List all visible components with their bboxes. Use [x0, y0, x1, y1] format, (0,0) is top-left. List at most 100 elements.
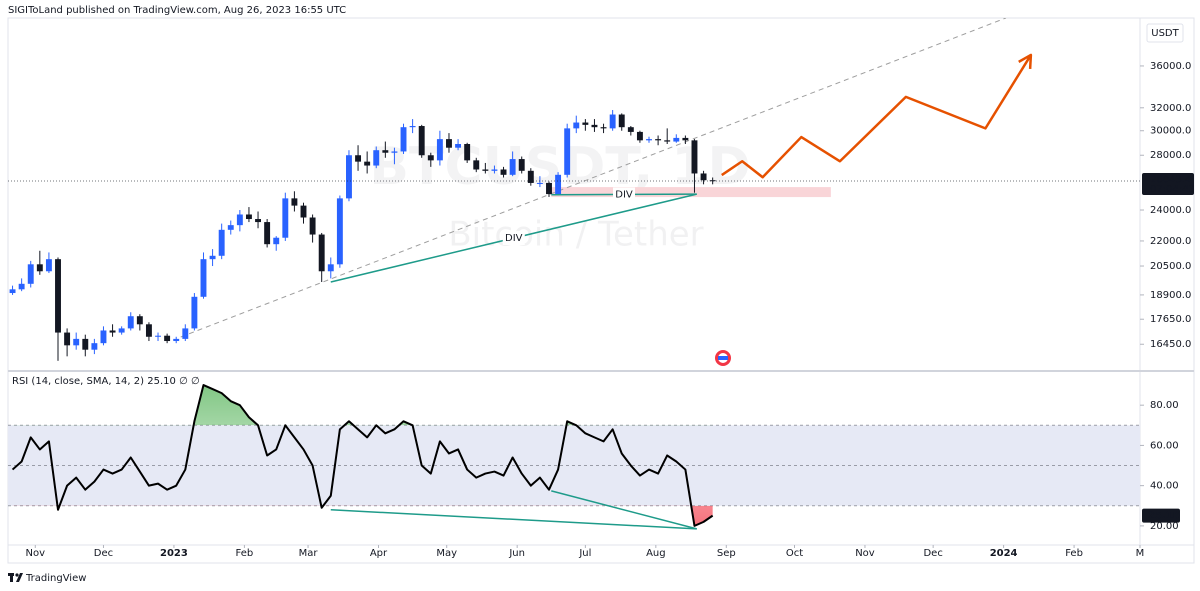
x-tick-label: Oct — [786, 548, 803, 559]
candle-body — [418, 126, 425, 156]
candle-body — [546, 182, 552, 195]
candle-body — [91, 343, 98, 350]
candle-body — [382, 150, 389, 153]
rsi-last-label: 25.10 — [1148, 511, 1180, 522]
rsi-title: RSI (14, close, SMA, 14, 2) — [12, 376, 144, 387]
x-tick-label: Aug — [646, 548, 666, 559]
candle-body — [9, 289, 16, 294]
y-tick-label: 16450.0 — [1150, 339, 1191, 350]
event-icon — [715, 350, 731, 366]
candle-body — [118, 328, 125, 333]
y-tick-label: 32000.0 — [1150, 103, 1191, 114]
candle-body — [373, 150, 380, 166]
label-bg — [502, 231, 525, 246]
y-tick-label: 80.00 — [1150, 400, 1179, 411]
x-tick-label: May — [436, 548, 457, 559]
candle-body — [191, 296, 198, 329]
tv-logo — [8, 573, 23, 582]
candle-body — [536, 182, 543, 184]
x-tick-label: Dec — [94, 548, 113, 559]
x-tick-label: Dec — [923, 548, 942, 559]
candle-body — [500, 169, 507, 175]
candle-body — [709, 180, 716, 182]
candle-body — [73, 338, 80, 346]
y-tick-label: 36000.0 — [1150, 61, 1191, 72]
candle-body — [427, 155, 434, 161]
candle-body — [264, 222, 271, 245]
candle-body — [482, 169, 489, 171]
candle-body — [564, 128, 571, 175]
y-tick-label: 20.00 — [1150, 521, 1179, 532]
candle-body — [518, 159, 525, 171]
y-tick-label: 20500.0 — [1150, 261, 1191, 272]
candle-body — [245, 214, 252, 220]
rsi-trendline — [551, 490, 697, 530]
x-tick-label: 2024 — [990, 548, 1018, 559]
candle-body — [36, 264, 43, 272]
y-tick-label: 28000.0 — [1150, 150, 1191, 161]
candle-body — [673, 137, 680, 142]
y-tick-label: 30000.0 — [1150, 126, 1191, 137]
last-price-label: 26043.4 — [1150, 174, 1191, 185]
candle-body — [136, 316, 143, 325]
projection-arrowhead — [1018, 53, 1033, 70]
candle-body — [182, 328, 189, 339]
candle-body — [491, 169, 498, 171]
candle-body — [446, 139, 452, 148]
frame — [7, 17, 1195, 564]
candle-body — [82, 338, 89, 350]
watermark-subtitle: Bitcoin / Tether — [448, 215, 703, 255]
candle-body — [464, 144, 471, 161]
x-tick-label: 2023 — [160, 548, 188, 559]
x-tick-label: Apr — [370, 548, 388, 559]
candle-body — [527, 170, 534, 183]
candle-body — [127, 316, 134, 329]
candle-body — [609, 114, 616, 129]
rsi-line — [11, 384, 714, 527]
candle-body — [218, 229, 225, 256]
trendline-label: DIV — [615, 189, 633, 200]
candle-body — [691, 140, 698, 174]
candle-body — [45, 259, 52, 272]
candle-body — [227, 225, 234, 230]
y-tick-label: 24000.0 — [1150, 205, 1191, 216]
candle-body — [400, 127, 407, 152]
price-pane: DIV DIV — [9, 18, 1033, 361]
candle-body — [55, 259, 61, 333]
candle-body — [145, 324, 152, 337]
candle-body — [655, 139, 662, 141]
candle-body — [273, 237, 280, 245]
y-tick-label: 40.00 — [1150, 481, 1179, 492]
candle-body — [300, 205, 307, 218]
last-price-box — [1142, 172, 1194, 195]
x-tick-label: Jun — [508, 548, 525, 559]
rsi-legend: RSI (14, close, SMA, 14, 2) 25.10 ∅ ∅ — [12, 376, 200, 387]
projection — [721, 54, 1032, 179]
header: SIGIToLand published on TradingView.com,… — [8, 5, 346, 16]
candle-body — [109, 330, 116, 333]
candle-body — [255, 219, 261, 223]
x-tick-label: Feb — [1065, 548, 1083, 559]
y-tick-label: 18900.0 — [1150, 290, 1191, 301]
candle-body — [355, 155, 362, 162]
candle-body — [27, 264, 34, 284]
candle-body — [391, 151, 398, 153]
rsi-last-box — [1142, 508, 1180, 523]
candle-body — [646, 139, 652, 141]
candle-body — [209, 255, 216, 260]
candle-body — [336, 198, 343, 265]
candle-body — [309, 217, 316, 235]
candle-body — [455, 144, 462, 148]
x-tick-label: Feb — [236, 548, 254, 559]
x-tick-label: Nov — [855, 548, 875, 559]
zone — [551, 187, 831, 198]
y-tick-label: 17650.0 — [1150, 314, 1191, 325]
candle-body — [473, 160, 480, 170]
candle-body — [700, 173, 707, 181]
candle-body — [173, 338, 180, 342]
extension-line — [180, 18, 1007, 338]
candle-body — [509, 159, 516, 175]
candle-body — [555, 174, 562, 195]
footer: TradingView — [25, 573, 86, 584]
